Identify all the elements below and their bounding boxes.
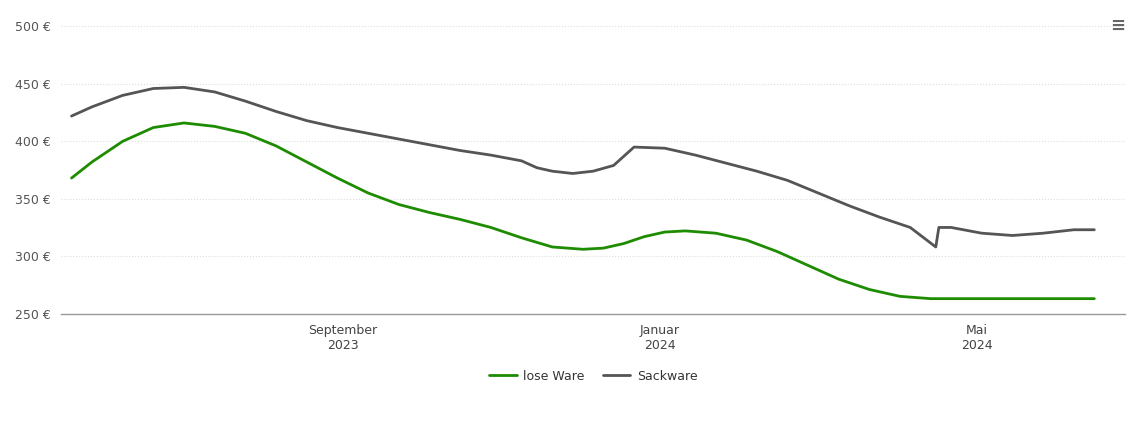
lose Ware: [116, 139, 130, 144]
lose Ware: [147, 125, 161, 130]
lose Ware: [863, 287, 877, 292]
Sackware: [929, 244, 943, 250]
Sackware: [812, 191, 825, 196]
Sackware: [361, 131, 375, 136]
lose Ware: [923, 296, 937, 301]
Sackware: [177, 85, 190, 90]
Sackware: [627, 145, 641, 150]
Sackware: [86, 104, 99, 109]
lose Ware: [893, 294, 906, 299]
Legend: lose Ware, Sackware: lose Ware, Sackware: [484, 365, 702, 388]
Sackware: [944, 225, 958, 230]
Sackware: [873, 214, 887, 220]
lose Ware: [454, 217, 467, 222]
Sackware: [545, 168, 559, 174]
Sackware: [689, 152, 702, 158]
lose Ware: [300, 159, 314, 164]
Line: Sackware: Sackware: [72, 87, 1094, 247]
Sackware: [781, 178, 795, 183]
Sackware: [65, 113, 79, 118]
lose Ware: [1077, 296, 1091, 301]
Sackware: [903, 225, 917, 230]
Sackware: [454, 148, 467, 153]
Sackware: [606, 163, 620, 168]
lose Ware: [361, 191, 375, 196]
lose Ware: [801, 263, 815, 268]
Sackware: [565, 171, 579, 176]
Sackware: [719, 161, 733, 166]
lose Ware: [576, 247, 589, 252]
Sackware: [269, 109, 283, 114]
lose Ware: [238, 131, 252, 136]
Sackware: [750, 168, 764, 174]
Sackware: [658, 146, 671, 151]
lose Ware: [596, 246, 610, 251]
lose Ware: [832, 276, 846, 282]
Sackware: [1088, 227, 1101, 232]
Sackware: [530, 165, 544, 170]
Sackware: [1005, 233, 1019, 238]
lose Ware: [177, 120, 190, 125]
Sackware: [300, 118, 314, 123]
lose Ware: [658, 230, 671, 235]
lose Ware: [484, 225, 498, 230]
lose Ware: [1016, 296, 1029, 301]
Sackware: [975, 230, 988, 236]
Sackware: [515, 158, 529, 164]
Sackware: [147, 86, 161, 91]
Sackware: [116, 93, 130, 98]
lose Ware: [207, 124, 221, 129]
Sackware: [1036, 230, 1050, 236]
lose Ware: [985, 296, 999, 301]
lose Ware: [86, 159, 99, 164]
lose Ware: [1047, 296, 1060, 301]
Sackware: [484, 152, 498, 158]
lose Ware: [771, 249, 784, 254]
Sackware: [423, 142, 437, 148]
Sackware: [1067, 227, 1081, 232]
lose Ware: [423, 210, 437, 215]
Sackware: [586, 168, 600, 174]
lose Ware: [515, 235, 529, 240]
Line: lose Ware: lose Ware: [72, 123, 1094, 299]
Sackware: [207, 89, 221, 95]
lose Ware: [1088, 296, 1101, 301]
lose Ware: [678, 228, 692, 233]
Sackware: [392, 136, 406, 141]
Sackware: [933, 225, 946, 230]
lose Ware: [392, 202, 406, 207]
Sackware: [842, 203, 856, 208]
lose Ware: [954, 296, 968, 301]
Text: ≡: ≡: [1110, 17, 1125, 35]
lose Ware: [65, 175, 79, 181]
lose Ware: [740, 237, 754, 243]
Sackware: [238, 99, 252, 104]
Sackware: [331, 125, 344, 130]
lose Ware: [637, 234, 651, 239]
lose Ware: [617, 241, 630, 246]
lose Ware: [545, 244, 559, 250]
lose Ware: [331, 175, 344, 181]
lose Ware: [269, 143, 283, 148]
lose Ware: [709, 230, 723, 236]
